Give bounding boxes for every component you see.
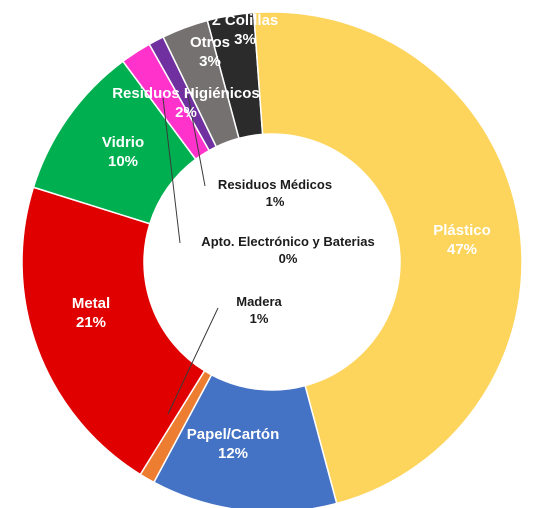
data-label: Plástico 47% [433, 221, 491, 259]
slice-otros [162, 19, 240, 148]
data-label-value: 3% [234, 31, 256, 48]
data-label-name: Vidrio [101, 134, 145, 151]
data-label-name: Residuos Higiénicos [112, 85, 260, 102]
data-label: Papel/Cartón 12% [187, 425, 280, 463]
data-label-name: Otros [189, 34, 231, 51]
data-label: Residuos Médicos 1% [218, 176, 332, 210]
data-label-value: 1% [249, 311, 269, 326]
data-label: Apto. Electrónico y Baterias 0% [201, 233, 374, 267]
data-label: Metal 21% [72, 294, 110, 332]
data-label: Σ Colillas 3% [212, 11, 279, 49]
data-label-name: Plástico [433, 222, 491, 239]
leader-lines [162, 94, 219, 415]
data-label-value: 21% [75, 314, 107, 331]
data-label-value: 0% [278, 251, 298, 266]
data-label: Residuos Higiénicos 2% [112, 84, 260, 122]
data-label-value: 47% [446, 241, 478, 258]
slice-pl-stico [252, 11, 523, 505]
data-label-name: Madera [236, 294, 282, 309]
data-label-name: Residuos Médicos [217, 177, 333, 192]
leader-line [162, 97, 181, 244]
data-label-value: 2% [175, 104, 197, 121]
leader-line [167, 307, 219, 415]
data-label: Otros 3% [190, 33, 230, 71]
data-label-value: 3% [199, 53, 221, 70]
data-label-name: Apto. Electrónico y Baterias [201, 234, 375, 249]
data-label-value: 10% [107, 153, 139, 170]
data-label-name: Papel/Cartón [186, 426, 280, 443]
data-label-value: 12% [217, 445, 249, 462]
data-label: Madera 1% [236, 293, 282, 327]
data-label: Vidrio 10% [102, 133, 144, 171]
donut-slices [21, 11, 523, 508]
data-label-name: Metal [71, 295, 111, 312]
data-label-value: 1% [265, 194, 285, 209]
data-label-name: Σ Colillas [211, 12, 279, 29]
leader-line [187, 94, 206, 187]
slice-metal [21, 186, 206, 476]
